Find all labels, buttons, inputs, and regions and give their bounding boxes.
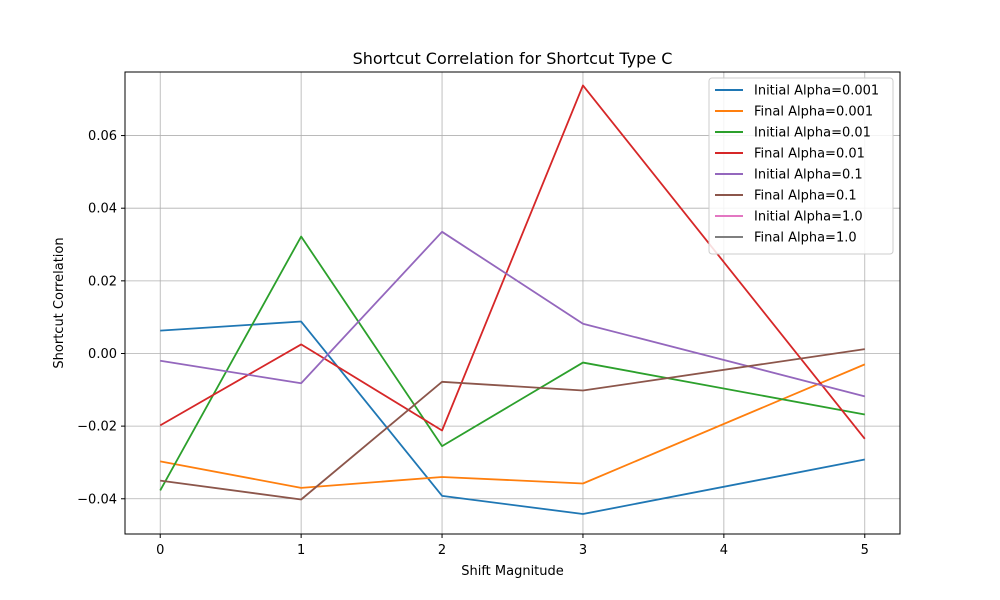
series-line-1 bbox=[160, 320, 865, 515]
plot-area-frame bbox=[124, 71, 901, 535]
x-tick-label: 3 bbox=[579, 543, 587, 558]
series-line-6 bbox=[160, 348, 865, 501]
legend-label: Initial Alpha=0.01 bbox=[754, 126, 871, 141]
series-line-3 bbox=[159, 235, 865, 491]
legend-box bbox=[708, 77, 894, 255]
x-tick-label: 5 bbox=[861, 543, 869, 558]
legend-label: Final Alpha=0.1 bbox=[754, 189, 857, 204]
series-lines bbox=[159, 84, 866, 515]
legend: Initial Alpha=0.001 Final Alpha=0.001 Init… bbox=[708, 77, 894, 255]
y-tick-label: 0.06 bbox=[88, 129, 117, 144]
x-axis-label: Shift Magnitude bbox=[461, 564, 564, 579]
legend-label: Initial Alpha=1.0 bbox=[754, 210, 863, 225]
series-line-2 bbox=[160, 363, 866, 489]
legend-label: Initial Alpha=0.001 bbox=[754, 84, 879, 99]
y-axis-label: Shortcut Correlation bbox=[52, 237, 67, 368]
x-tick-label: 1 bbox=[297, 543, 305, 558]
y-tick-label: −0.02 bbox=[77, 420, 117, 435]
legend-label: Initial Alpha=0.1 bbox=[754, 168, 863, 183]
x-tick-label: 4 bbox=[720, 543, 728, 558]
legend-label: Final Alpha=0.001 bbox=[754, 105, 873, 120]
legend-label: Final Alpha=0.01 bbox=[754, 147, 865, 162]
chart-title: Shortcut Correlation for Shortcut Type C bbox=[353, 49, 673, 68]
x-axis-ticks: 0 1 2 3 4 5 bbox=[156, 534, 869, 558]
legend-label: Final Alpha=1.0 bbox=[754, 231, 857, 246]
y-axis-ticks: −0.04 −0.02 0.00 0.02 0.04 0.06 bbox=[77, 129, 125, 507]
x-tick-label: 0 bbox=[156, 543, 164, 558]
series-line-4 bbox=[159, 84, 866, 440]
y-tick-label: 0.00 bbox=[88, 347, 117, 362]
x-tick-label: 2 bbox=[438, 543, 446, 558]
series-line-5 bbox=[160, 230, 865, 398]
y-tick-label: 0.04 bbox=[88, 202, 117, 217]
y-tick-label: 0.02 bbox=[88, 274, 117, 289]
y-tick-label: −0.04 bbox=[77, 492, 117, 507]
